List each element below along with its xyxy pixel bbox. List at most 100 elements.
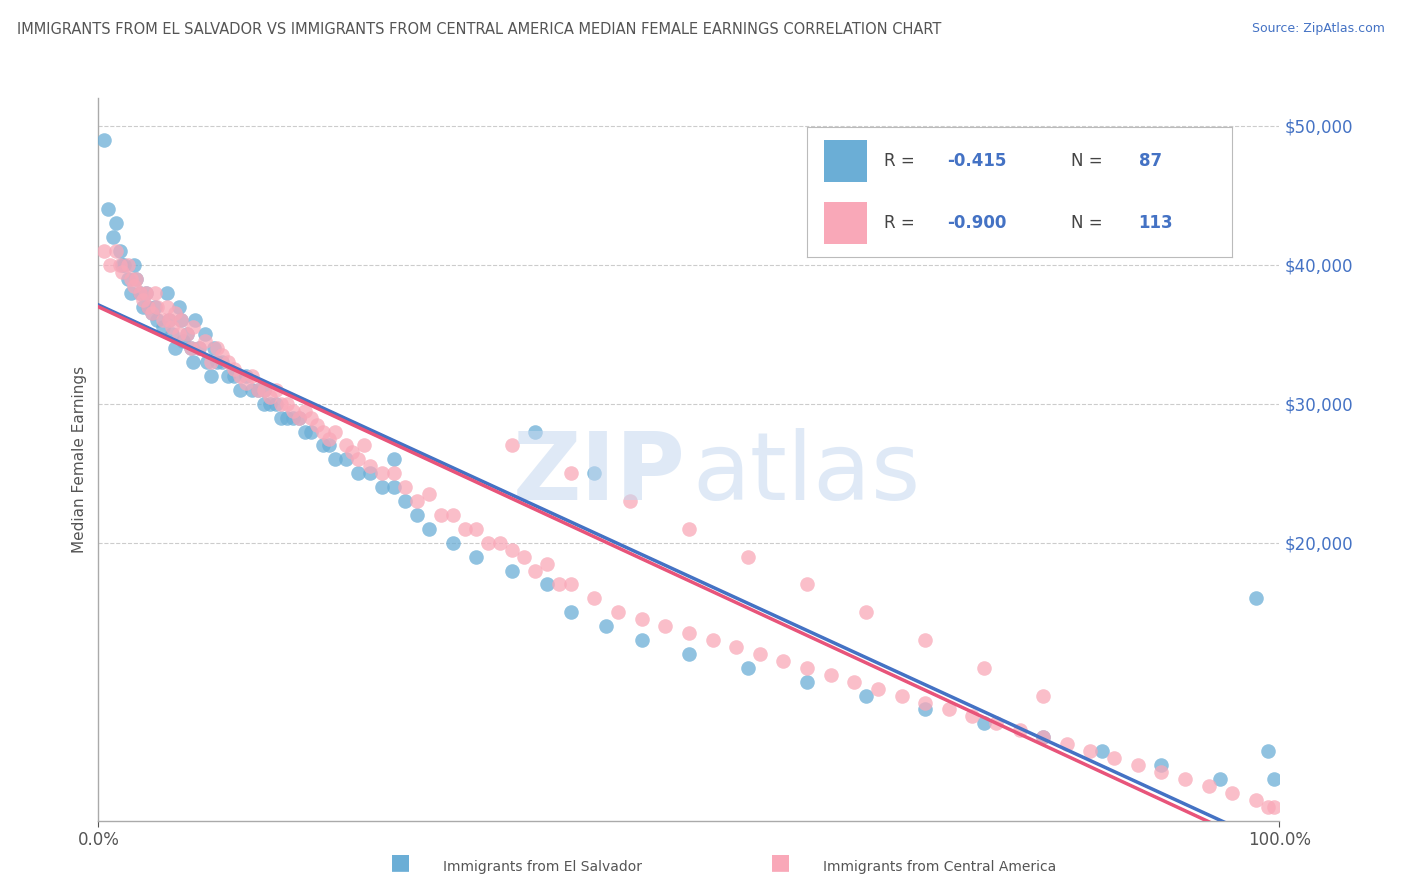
- Point: [335, 438, 357, 452]
- Point: [105, 216, 128, 230]
- Point: [371, 467, 394, 481]
- Point: [536, 577, 558, 591]
- Point: [259, 397, 281, 411]
- Text: 113: 113: [1139, 214, 1173, 232]
- Text: N =: N =: [1070, 152, 1108, 169]
- Point: [1257, 744, 1279, 758]
- Point: [211, 355, 233, 369]
- Point: [294, 403, 316, 417]
- Point: [276, 397, 298, 411]
- Point: [371, 480, 394, 494]
- Text: -0.415: -0.415: [948, 152, 1007, 169]
- Point: [288, 410, 311, 425]
- Point: [560, 577, 582, 591]
- Point: [796, 577, 818, 591]
- Point: [143, 300, 166, 314]
- Point: [855, 605, 877, 619]
- Bar: [824, 140, 866, 182]
- Point: [347, 452, 370, 467]
- Point: [595, 619, 617, 633]
- Point: [820, 667, 842, 681]
- Point: [441, 508, 464, 522]
- Point: [152, 313, 174, 327]
- Text: R =: R =: [883, 214, 920, 232]
- Point: [465, 522, 488, 536]
- Point: [170, 313, 193, 327]
- Point: [418, 522, 440, 536]
- Point: [962, 709, 984, 723]
- Point: [560, 605, 582, 619]
- Point: [1244, 591, 1267, 606]
- Point: [156, 285, 179, 300]
- Point: [132, 300, 155, 314]
- Point: [229, 383, 252, 397]
- Point: [1198, 779, 1220, 793]
- Point: [283, 403, 305, 417]
- Point: [253, 397, 276, 411]
- Point: [105, 244, 128, 258]
- Point: [181, 355, 204, 369]
- Point: [1150, 758, 1173, 772]
- Point: [323, 452, 346, 467]
- Point: [229, 369, 252, 384]
- Point: [394, 494, 416, 508]
- Point: [122, 278, 145, 293]
- Point: [501, 542, 523, 557]
- Point: [187, 341, 209, 355]
- Point: [264, 397, 287, 411]
- Point: [167, 327, 190, 342]
- Point: [678, 522, 700, 536]
- Point: [347, 467, 370, 481]
- Y-axis label: Median Female Earnings: Median Female Earnings: [72, 366, 87, 553]
- Point: [299, 410, 322, 425]
- Point: [195, 355, 218, 369]
- Point: [607, 605, 630, 619]
- Point: [1091, 744, 1114, 758]
- Point: [524, 564, 547, 578]
- Point: [560, 467, 582, 481]
- Point: [335, 452, 357, 467]
- Point: [217, 369, 239, 384]
- Point: [359, 459, 381, 474]
- Point: [984, 716, 1007, 731]
- Point: [224, 362, 246, 376]
- Point: [128, 285, 150, 300]
- Point: [536, 557, 558, 571]
- Point: [200, 369, 222, 384]
- Point: [121, 271, 143, 285]
- Point: [270, 397, 292, 411]
- Point: [128, 285, 150, 300]
- Point: [737, 549, 759, 564]
- Point: [141, 306, 163, 320]
- Point: [217, 355, 239, 369]
- Point: [122, 258, 145, 272]
- Point: [112, 258, 135, 272]
- Point: [157, 313, 180, 327]
- Point: [181, 320, 204, 334]
- Point: [294, 425, 316, 439]
- Point: [418, 487, 440, 501]
- Point: [406, 494, 429, 508]
- Point: [630, 633, 652, 648]
- Point: [1257, 799, 1279, 814]
- Point: [1263, 772, 1285, 786]
- Point: [141, 306, 163, 320]
- Point: [246, 383, 269, 397]
- Point: [489, 535, 512, 549]
- Point: [1150, 764, 1173, 779]
- Point: [246, 383, 269, 397]
- Point: [235, 376, 257, 390]
- Point: [136, 300, 159, 314]
- Point: [359, 467, 381, 481]
- Point: [430, 508, 453, 522]
- Point: [93, 244, 115, 258]
- Point: [1263, 799, 1285, 814]
- Point: [146, 300, 169, 314]
- Point: [382, 480, 405, 494]
- Point: [97, 202, 120, 217]
- Point: [160, 327, 183, 342]
- Point: [117, 258, 139, 272]
- Point: [796, 661, 818, 675]
- Point: [136, 300, 159, 314]
- Point: [253, 383, 276, 397]
